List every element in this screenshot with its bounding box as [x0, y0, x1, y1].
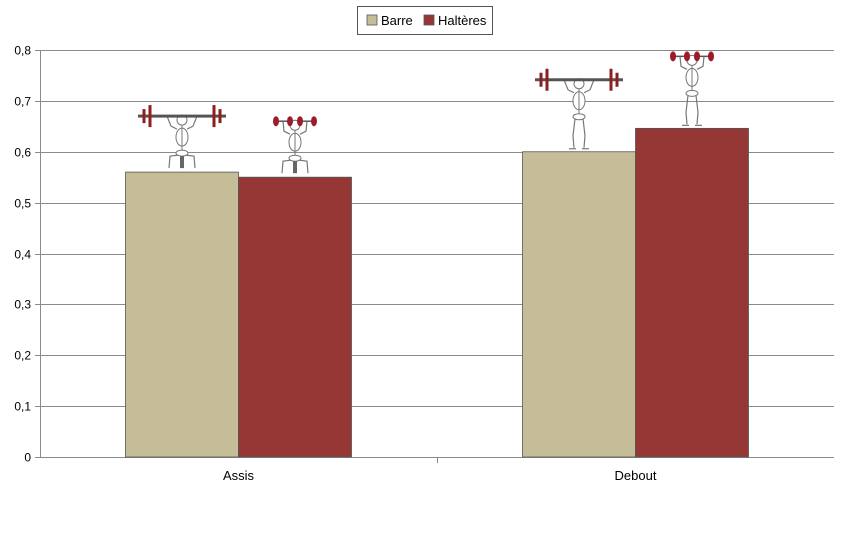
standing-barbell-press-figure-icon: [535, 68, 623, 150]
figure-right-leg: [185, 154, 196, 169]
figure-left-leg: [685, 95, 689, 125]
barbell-plate: [148, 105, 152, 128]
barbell-plate: [539, 72, 543, 87]
barbell-plate: [545, 68, 549, 91]
seated-barbell-press-figure-icon: [138, 105, 226, 169]
figure-left-arm: [166, 115, 178, 130]
bar-halteres-debout: [635, 127, 749, 458]
x-tick-label: Debout: [615, 468, 657, 483]
y-tick-label: 0,4: [14, 248, 31, 262]
y-tick-label: 0,6: [14, 146, 31, 160]
y-tick-label: 0,8: [14, 44, 31, 58]
barbell-plate: [609, 68, 613, 91]
figure-right-leg: [695, 95, 699, 125]
figure-left-arm: [563, 79, 575, 94]
dumbbell-weight: [670, 51, 676, 62]
bench-post: [180, 156, 184, 169]
y-tick-label: 0,1: [14, 400, 31, 414]
bars: [125, 127, 749, 458]
figure-right-arm: [186, 115, 198, 130]
y-tick-label: 0,7: [14, 95, 31, 109]
barbell-bar: [535, 78, 623, 82]
legend: Barre Haltères: [357, 6, 493, 35]
legend-swatch-barre: [366, 14, 378, 26]
figure-pelvis: [572, 113, 586, 121]
figure-left-arm: [679, 56, 688, 70]
barbell-plate: [615, 72, 619, 87]
y-axis: 0 0,1 0,2 0,3 0,4 0,5 0,6 0,7 0,8: [14, 44, 40, 465]
standing-dumbbell-press-figure-icon: [670, 51, 714, 126]
legend-label-halteres: Haltères: [438, 13, 487, 28]
legend-swatch-halteres: [423, 14, 435, 26]
figure-left-arm: [282, 121, 291, 135]
barbell-plate: [218, 109, 222, 124]
dumbbell-weight: [297, 116, 303, 127]
y-tick-label: 0,3: [14, 298, 31, 312]
dumbbell-weight: [273, 116, 279, 127]
figure-left-leg: [572, 118, 576, 148]
dumbbell-weight: [287, 116, 293, 127]
figure-right-arm: [299, 121, 308, 135]
dumbbell-weight: [708, 51, 714, 62]
bar-barre-assis: [125, 171, 239, 458]
barbell-plate: [212, 105, 216, 128]
bar-barre-debout: [522, 151, 636, 458]
figure-right-leg: [298, 159, 309, 174]
figure-right-leg: [582, 118, 586, 148]
x-tick-label: Assis: [223, 468, 255, 483]
seated-dumbbell-press-figure-icon: [273, 116, 317, 174]
dumbbell-weight: [694, 51, 700, 62]
dumbbell-weight: [311, 116, 317, 127]
x-axis: Assis Debout: [223, 457, 657, 483]
y-tick-label: 0,5: [14, 197, 31, 211]
y-tick-label: 0,2: [14, 349, 31, 363]
barbell-plate: [142, 109, 146, 124]
figure-left-leg: [281, 159, 292, 174]
figure-left-leg: [168, 154, 179, 169]
bench-post: [293, 161, 297, 174]
figure-pelvis: [685, 89, 699, 97]
dumbbell-weight: [684, 51, 690, 62]
barbell-bar: [138, 114, 226, 118]
figure-right-arm: [696, 56, 705, 70]
y-tick-label: 0: [24, 451, 31, 465]
legend-box: [357, 6, 493, 35]
legend-label-barre: Barre: [381, 13, 413, 28]
bar-halteres-assis: [238, 176, 352, 458]
figure-right-arm: [583, 79, 595, 94]
